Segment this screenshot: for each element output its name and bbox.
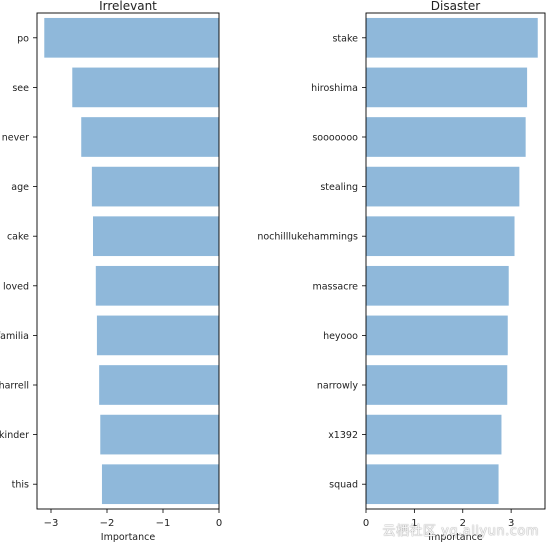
irrelevant-panel: po see never age cake loved familia harrell kind…: [0, 0, 222, 543]
bar: [81, 117, 220, 157]
x-tick-label: 2: [460, 518, 466, 529]
y-tick-label: stake: [332, 33, 358, 44]
x-tick-label: −1: [156, 518, 171, 529]
y-tick-label: hiroshima: [311, 83, 358, 94]
y-tick-label: familia: [0, 331, 29, 342]
disaster-panel: stake hiroshima sooooooo stealing nochillluk…: [257, 0, 546, 543]
bar: [96, 315, 219, 356]
y-tick-label: see: [12, 83, 29, 94]
y-tick-label: x1392: [328, 430, 358, 441]
bar: [101, 464, 219, 505]
bar: [95, 265, 219, 306]
bar: [99, 365, 219, 405]
x-tick-label: 0: [363, 518, 369, 529]
x-tick-label: 3: [508, 518, 514, 529]
chart-title: Irrelevant: [99, 0, 157, 13]
x-axis-label: Importance: [428, 532, 483, 543]
y-tick-label: stealing: [320, 182, 358, 193]
bar: [44, 17, 219, 58]
y-tick-label: harrell: [0, 381, 29, 392]
x-tick-label: 1: [411, 518, 417, 529]
y-tick-label: sooooooo: [312, 133, 358, 144]
y-tick-label: narrowly: [317, 381, 358, 392]
bar: [366, 265, 509, 306]
y-tick-label: nochilllukehammings: [257, 232, 358, 243]
bar: [366, 216, 515, 257]
y-tick-label: never: [2, 133, 29, 144]
y-tick-label: massacre: [312, 281, 358, 292]
bar: [366, 414, 502, 455]
y-tick-label: kinder: [0, 430, 29, 441]
bar: [366, 315, 508, 356]
bar: [91, 166, 219, 207]
bar: [366, 365, 508, 405]
watermark: 云栖社区 yq.aliyun.com: [382, 524, 539, 539]
y-tick-label: age: [11, 182, 29, 193]
x-tick-label: 0: [216, 518, 222, 529]
bar: [366, 17, 538, 58]
y-tick-label: squad: [329, 480, 358, 491]
y-tick-label: po: [17, 33, 29, 44]
x-tick-label: −2: [100, 518, 115, 529]
bar: [366, 67, 528, 108]
bar: [93, 216, 219, 257]
chart-title: Disaster: [431, 0, 481, 13]
y-tick-label: heyooo: [323, 331, 358, 342]
bar: [366, 464, 499, 505]
bar: [100, 414, 219, 455]
bar: [366, 117, 526, 157]
y-tick-label: cake: [7, 232, 29, 243]
x-tick-label: −3: [44, 518, 59, 529]
axes-frame: [365, 12, 546, 510]
y-tick-label: this: [12, 480, 29, 491]
axes-frame: [36, 12, 220, 510]
bar: [366, 166, 520, 207]
y-tick-label: loved: [3, 281, 29, 292]
x-axis-label: Importance: [101, 532, 156, 543]
bar: [72, 67, 219, 108]
